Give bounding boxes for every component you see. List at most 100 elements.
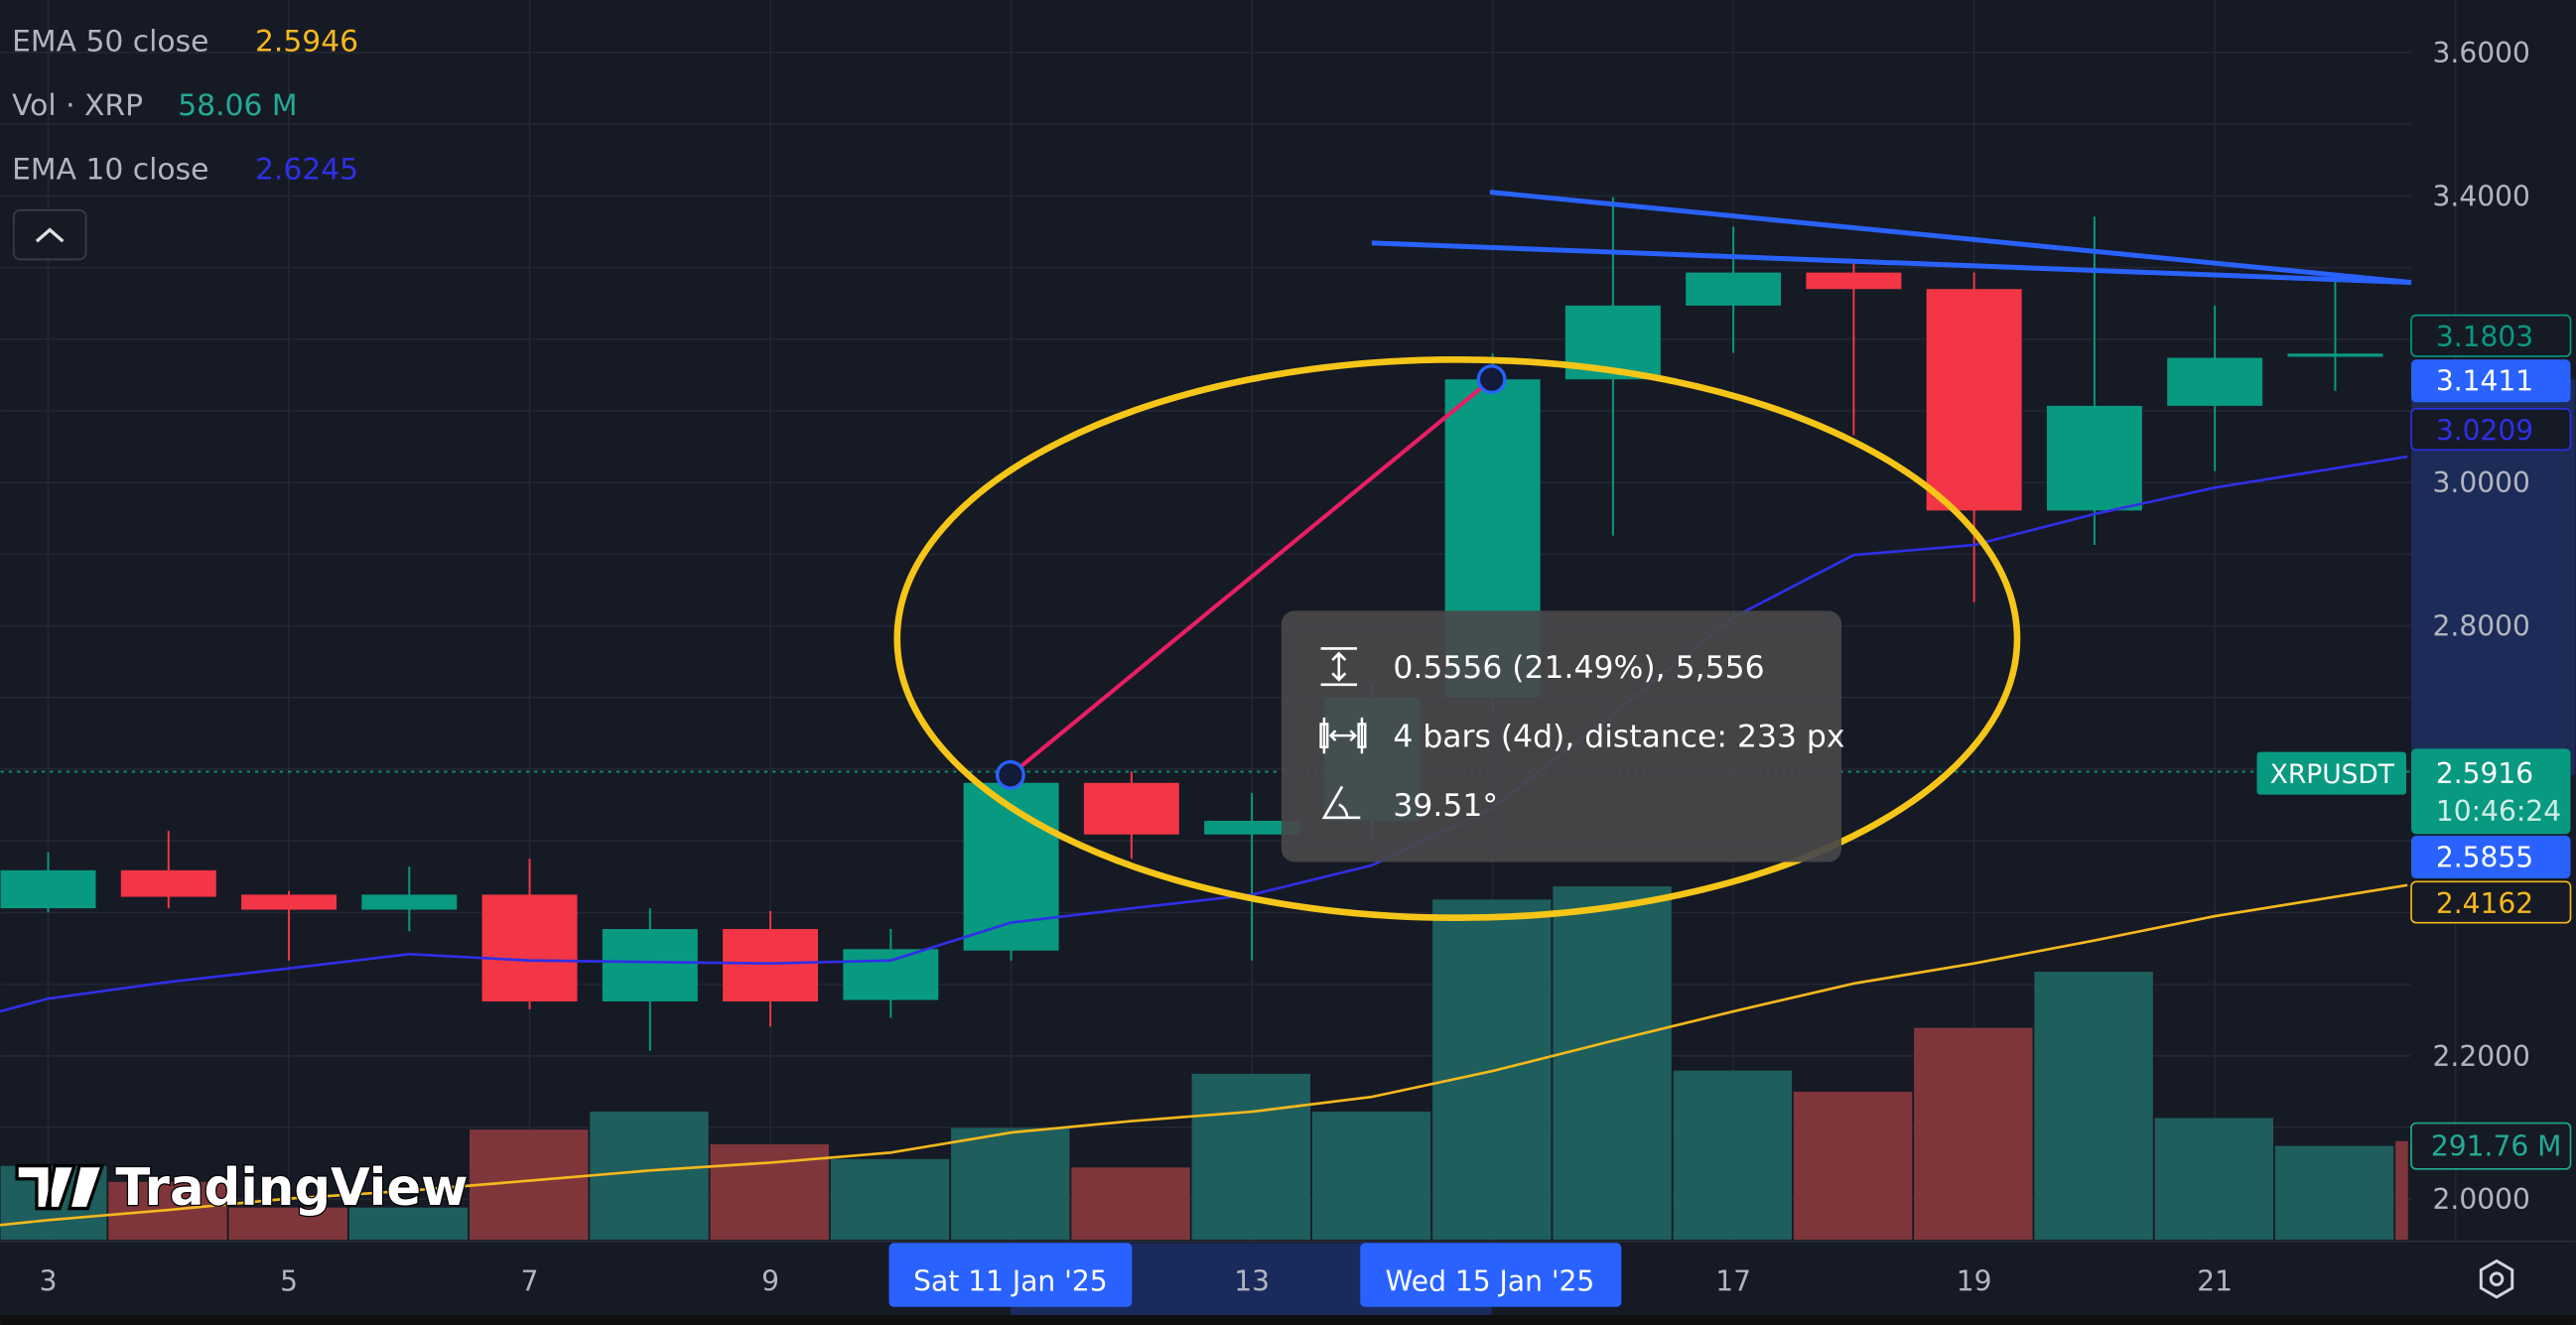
candle-body: [843, 949, 939, 1000]
volume-bar: [1553, 886, 1672, 1240]
volume-bar: [228, 1207, 347, 1240]
candle-body: [602, 929, 698, 1001]
volume-bar: [830, 1158, 950, 1240]
measure-start-handle[interactable]: [996, 759, 1025, 790]
volume-bar: [1311, 1112, 1431, 1240]
watermark-text: TradingView: [115, 1158, 468, 1218]
measure-end-handle[interactable]: [1476, 364, 1507, 395]
range-start-date: Sat 11 Jan '25: [913, 1264, 1108, 1297]
volume-bar: [2034, 972, 2153, 1240]
time-tick-label: 13: [1234, 1264, 1270, 1297]
measure-end-label: 3.1411: [2436, 365, 2533, 398]
ema50-price-label: 2.4162: [2436, 887, 2533, 920]
chevron-up-icon: [35, 227, 65, 243]
legend-ema50-value: 2.5946: [255, 24, 358, 59]
gear-icon[interactable]: [2479, 1259, 2514, 1299]
candle: [1686, 226, 1782, 353]
candle: [1926, 272, 2022, 602]
trendline-upper[interactable]: [1489, 190, 2412, 286]
candle: [1083, 771, 1179, 860]
grid: [0, 0, 2457, 1242]
legend-ema50-label[interactable]: EMA 50 close: [12, 24, 208, 59]
price-range-icon: [1320, 647, 1357, 687]
angle-text: 39.51°: [1393, 788, 1498, 824]
time-axis[interactable]: 3 5 7 9 13 17 19 21: [40, 1264, 2233, 1297]
candle-body: [2167, 357, 2263, 406]
time-tick-label: 17: [1715, 1264, 1751, 1297]
volume-bars: [0, 886, 2408, 1240]
tradingview-logo: TradingView: [15, 1157, 470, 1219]
volume-bar: [2274, 1145, 2394, 1240]
price-tick-label: 3.0000: [2433, 466, 2530, 499]
volume-bar: [1191, 1073, 1310, 1240]
candle: [723, 911, 819, 1027]
bars-distance-text: 4 bars (4d), distance: 233 px: [1393, 720, 1844, 755]
candle-body: [1204, 821, 1300, 835]
volume-bar: [1071, 1167, 1190, 1240]
high-line-label: 3.1803: [2436, 321, 2533, 353]
measure-line[interactable]: [1009, 377, 1493, 777]
volume-label: 291.76 M: [2431, 1130, 2562, 1163]
candle-body: [1806, 272, 1902, 290]
price-tick-label: 2.0000: [2433, 1183, 2530, 1216]
candle-body: [481, 894, 578, 1001]
measure-tooltip: 0.5556 (21.49%), 5,556 4 bars (4d), dist…: [1281, 610, 1844, 862]
volume-bar: [1673, 1070, 1793, 1240]
time-tick-label: 19: [1957, 1264, 1992, 1297]
time-tick-label: 3: [40, 1264, 58, 1297]
volume-bar: [348, 1207, 469, 1240]
angle-icon: [1321, 785, 1361, 820]
legend-ema10-value: 2.6245: [255, 152, 358, 187]
candle: [241, 890, 338, 961]
ellipse-drawing[interactable]: [893, 355, 2021, 922]
symbol-tag: XRPUSDT: [2270, 759, 2395, 790]
ema10-line[interactable]: [0, 455, 2408, 1013]
time-tick-label: 21: [2197, 1264, 2233, 1297]
candle-body: [361, 894, 458, 910]
price-axis[interactable]: 3.6000 3.4000 3.0000 2.8000 2.2000 2.0000: [2433, 37, 2530, 1216]
candle: [120, 831, 216, 909]
bar-countdown: 10:46:24: [2436, 795, 2561, 828]
legend-collapse-button[interactable]: [12, 208, 87, 261]
candle-body: [723, 929, 819, 1001]
volume-bar: [1432, 899, 1552, 1240]
candle: [602, 908, 698, 1051]
legend-ema10-label[interactable]: EMA 10 close: [12, 152, 208, 187]
last-price-label: 2.5916: [2436, 757, 2533, 790]
candle-body: [0, 869, 96, 909]
candle: [1806, 262, 1902, 436]
volume-bar: [590, 1112, 709, 1240]
ema10-price-label: 3.0209: [2436, 414, 2533, 447]
candle: [481, 859, 578, 1009]
candle: [2167, 305, 2263, 471]
candle: [843, 929, 939, 1018]
price-tick-label: 2.2000: [2433, 1040, 2530, 1073]
candle: [1204, 792, 1300, 961]
candle-body: [120, 869, 216, 897]
range-end-date: Wed 15 Jan '25: [1386, 1264, 1595, 1297]
volume-bar: [1793, 1091, 1913, 1240]
bottom-border: [0, 1315, 2576, 1325]
volume-bar: [1914, 1027, 2033, 1240]
legend-vol-label[interactable]: Vol · XRP: [12, 88, 143, 123]
volume-bar: [951, 1127, 1070, 1240]
candle-body: [1083, 782, 1179, 835]
candle: [0, 852, 96, 913]
ema50-line[interactable]: [0, 883, 2408, 1236]
volume-bar: [2395, 1140, 2408, 1240]
time-tick-label: 9: [761, 1264, 779, 1297]
volume-bar: [2154, 1118, 2274, 1240]
price-axis-labels: 3.1803 3.1411 3.0209 XRPUSDT 2.5916 10:4…: [2256, 314, 2572, 1170]
price-tick-label: 3.4000: [2433, 180, 2530, 212]
time-range-labels: Sat 11 Jan '25 Wed 15 Jan '25: [888, 1243, 1622, 1307]
candle-body: [2287, 353, 2383, 357]
candle: [2287, 279, 2383, 391]
candle-body: [2046, 405, 2142, 511]
candle-body: [241, 894, 338, 910]
legend: EMA 50 close 2.5946 Vol · XRP 58.06 M EM…: [12, 24, 358, 187]
trendline-lower[interactable]: [1371, 240, 2412, 286]
candle-body: [1926, 289, 2022, 511]
price-tick-label: 2.8000: [2433, 610, 2530, 643]
time-tick-label: 7: [521, 1264, 539, 1297]
